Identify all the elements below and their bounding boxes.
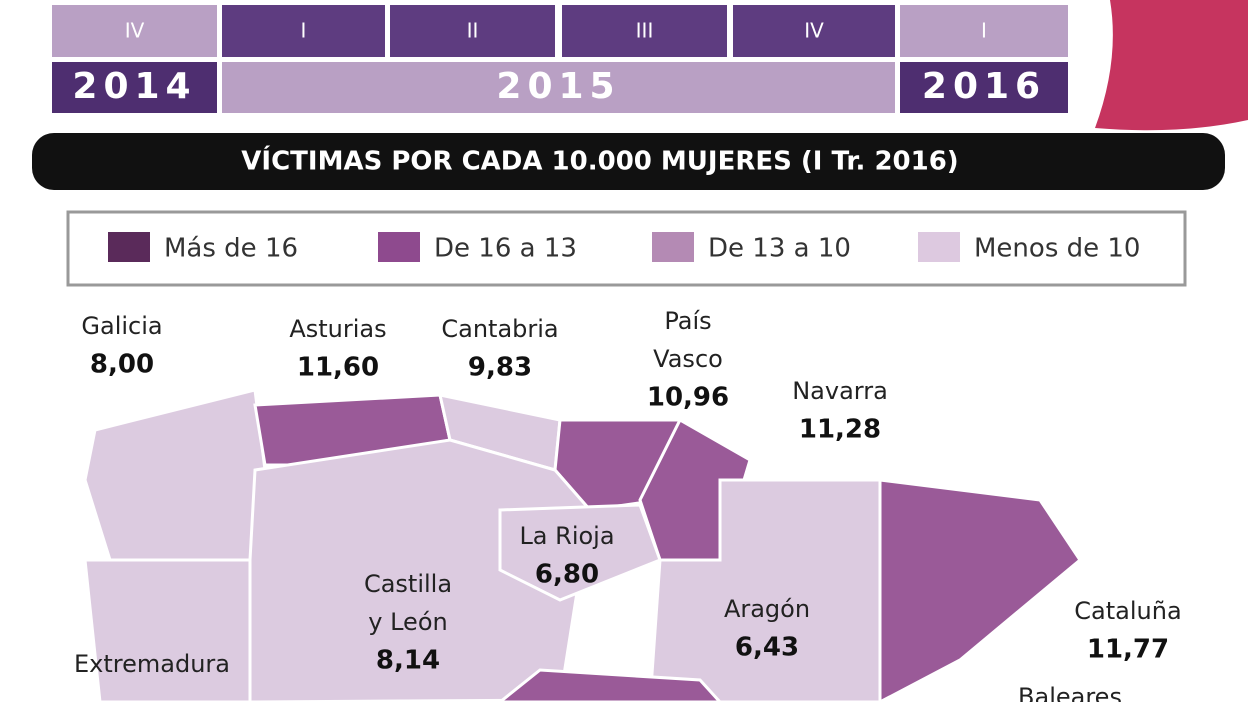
legend-swatch [652,232,694,262]
region-name: Cataluña [1074,597,1181,625]
quarter-cell [562,5,727,57]
legend-label: Menos de 10 [974,234,1140,264]
quarter-label: III [636,19,654,43]
region-name: Baleares [1018,683,1122,702]
region-name: Castilla [364,570,452,598]
quarter-label: IV [125,19,145,43]
region-value: 8,00 [90,350,154,380]
legend-box [66,210,1187,287]
region-name: La Rioja [519,522,614,550]
year-label: 2015 [496,66,620,107]
legend-swatch [378,232,420,262]
region-name: Cantabria [441,315,558,343]
region-value: 11,60 [297,353,379,383]
decoration [1095,0,1248,131]
map [83,388,1082,702]
legend-swatch [108,232,150,262]
quarter-label: IV [804,19,824,43]
region-labels: Galicia 8,00 Asturias 11,60 Cantabria 9,83 Paí… [74,307,1182,702]
quarter-cell [222,5,385,57]
region-value: 10,96 [647,383,729,413]
heading: VÍCTIMAS POR CADA 10.000 MUJERES (I Tr. … [241,145,958,177]
year-label: 2016 [922,66,1046,107]
quarter-cell [52,5,217,57]
region-name: País [664,307,711,335]
region-name: Extremadura [74,650,230,678]
region-value: 6,80 [535,560,599,590]
region-name: Galicia [81,312,162,340]
year-label: 2014 [72,66,196,107]
region-value: 6,43 [735,633,799,663]
region-name: Navarra [792,377,888,405]
year-cell [52,62,217,113]
region-name: Vasco [653,345,723,373]
quarter-label: I [301,19,307,43]
quarter-label: I [981,19,987,43]
legend: Más de 16 De 16 a 13 De 13 a 10 Menos de 10 [108,232,1140,264]
region-name: y León [368,608,447,636]
quarter-cell [390,5,555,57]
quarter-cell [733,5,895,57]
region-value: 11,77 [1087,635,1169,665]
year-cell [900,62,1068,113]
legend-label: Más de 16 [164,234,298,264]
quarter-cell [900,5,1068,57]
heading-bar [32,133,1225,190]
legend-label: De 16 a 13 [434,234,577,264]
legend-swatch [918,232,960,262]
region-value: 8,14 [376,646,440,676]
region-value: 11,28 [799,415,881,445]
region-value: 9,83 [468,353,532,383]
legend-label: De 13 a 10 [708,234,851,264]
quarter-label: II [467,19,479,43]
region-name: Aragón [724,595,810,623]
year-cell [222,62,895,113]
region-name: Asturias [289,315,386,343]
